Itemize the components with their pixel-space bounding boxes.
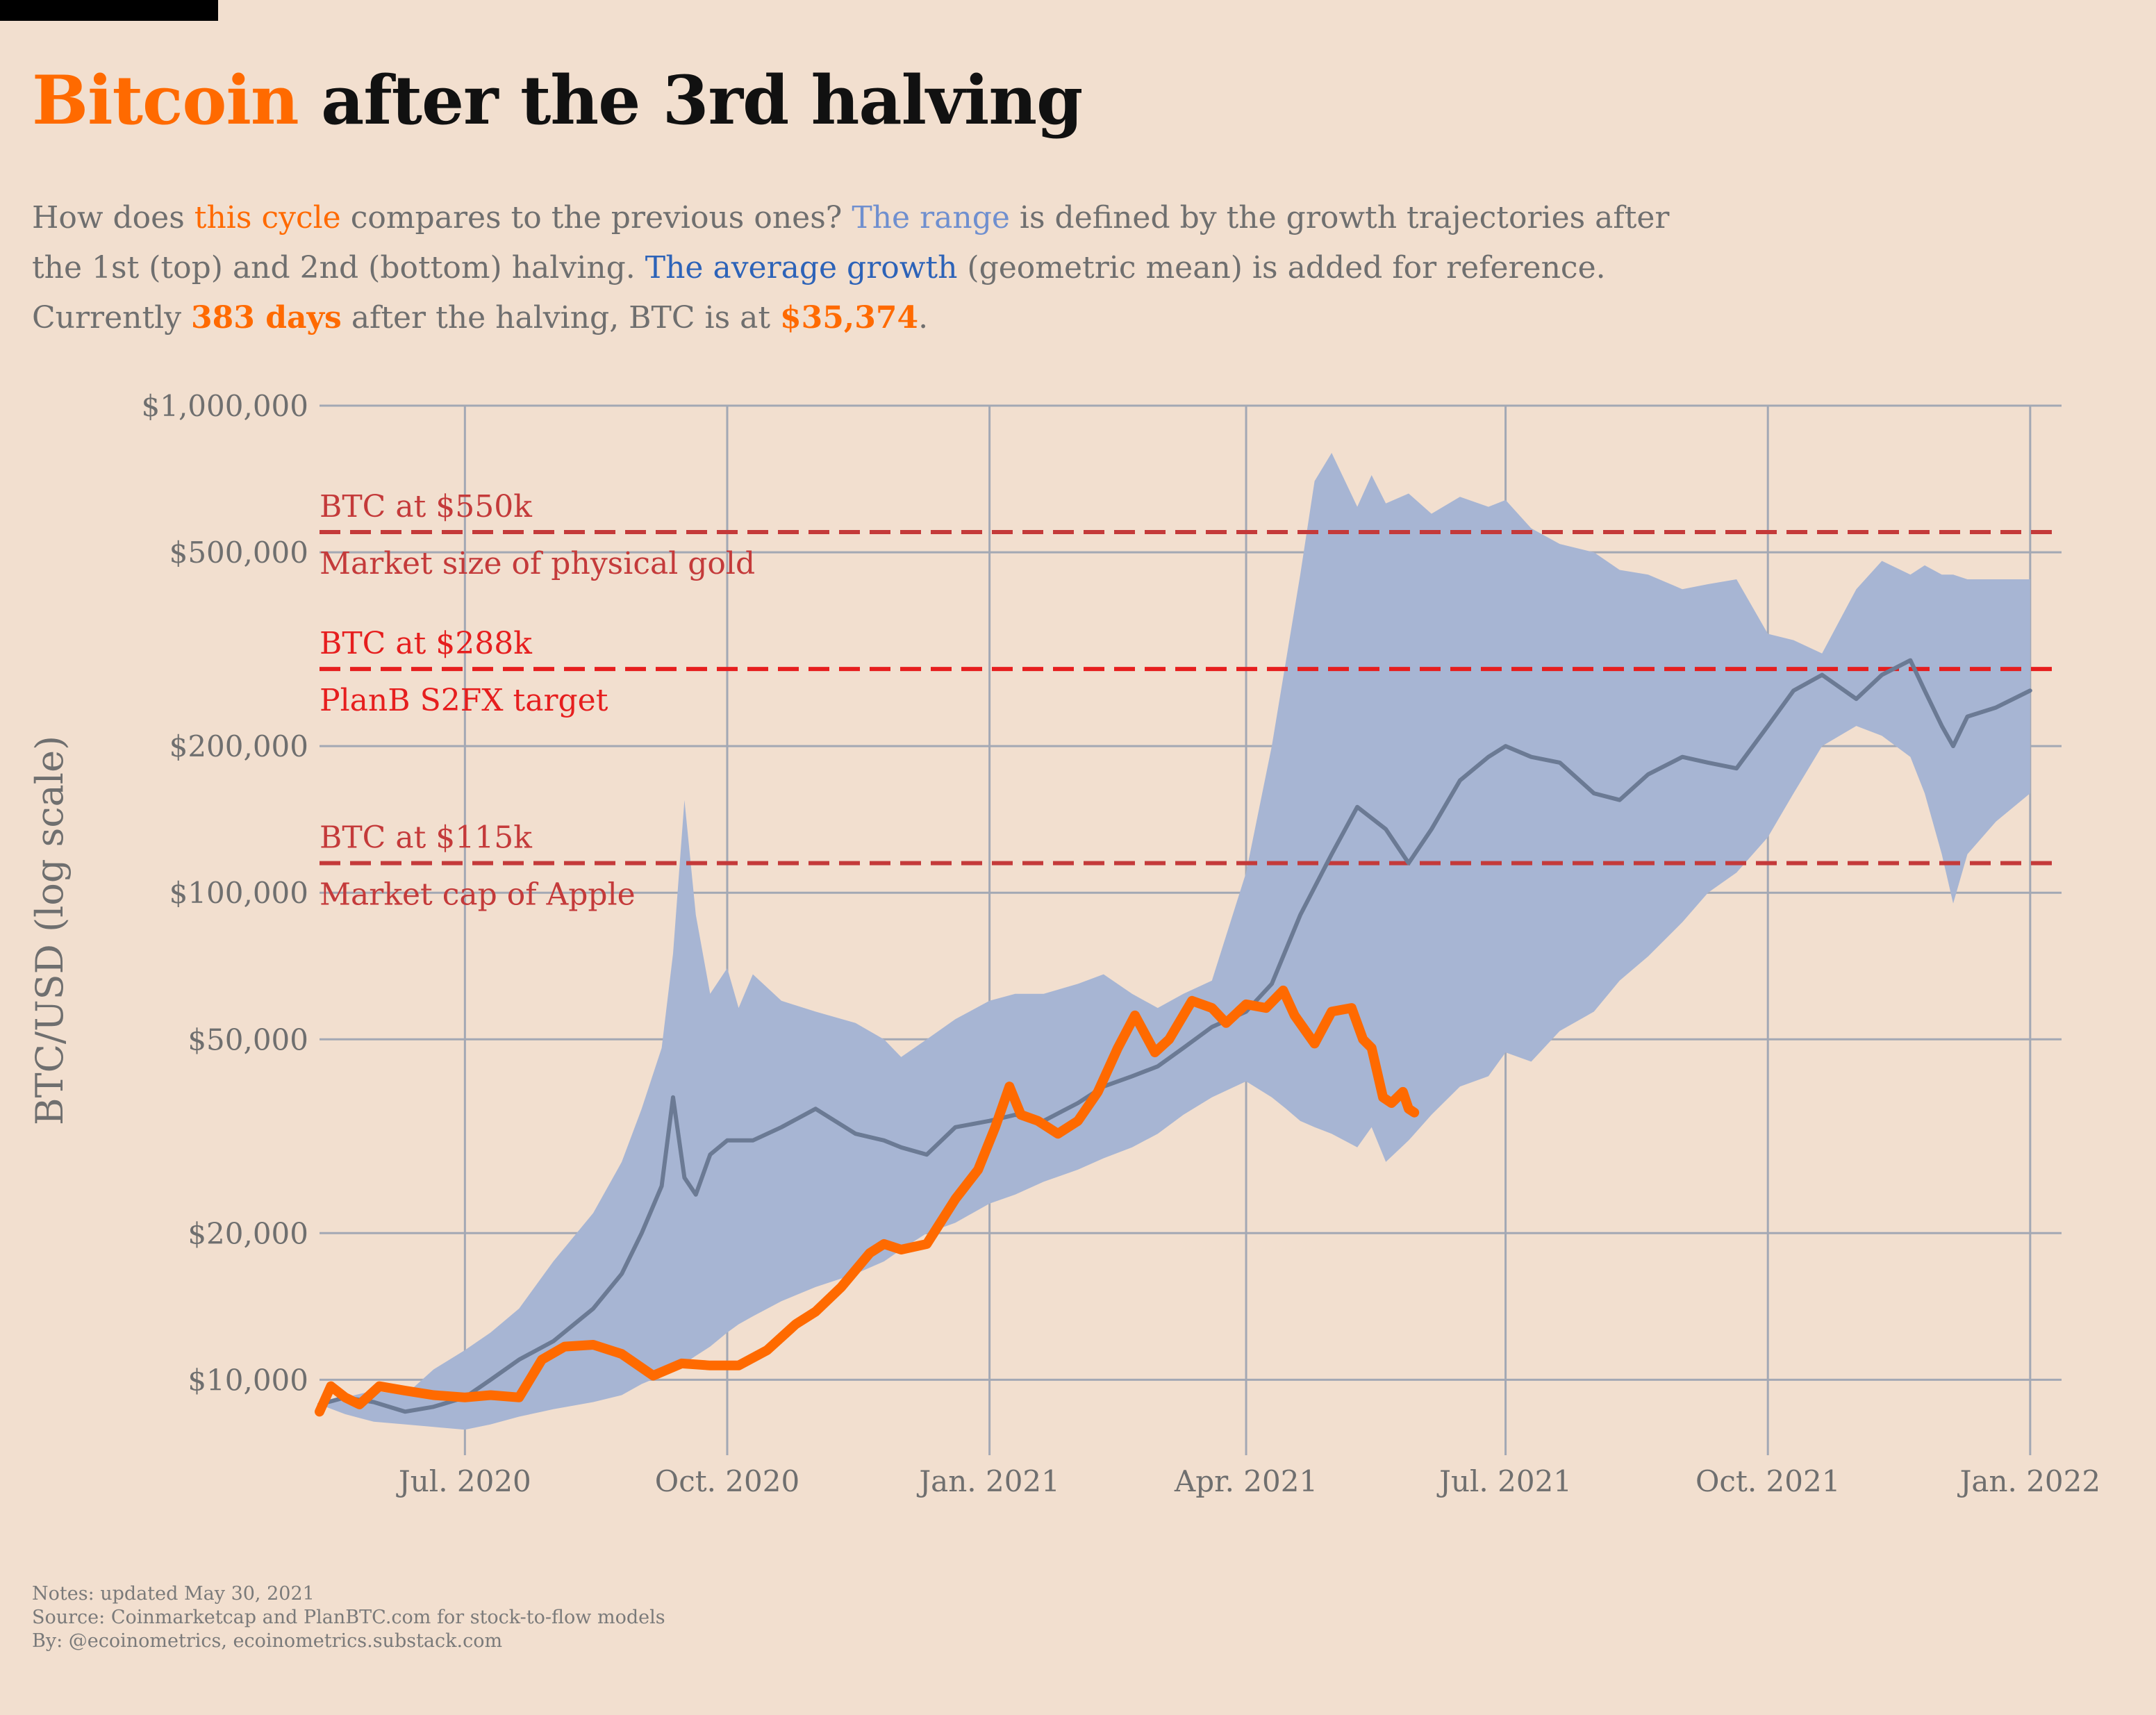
average-growth-line bbox=[317, 658, 2032, 1414]
subtitle-text: (geometric mean) is added for reference. bbox=[957, 250, 1606, 285]
chart-subtitle: How does this cycle compares to the prev… bbox=[32, 193, 1768, 343]
axes: $10,000 $20,000 $50,000 $100,000 $200,000 $50… bbox=[28, 389, 2100, 1498]
range-band bbox=[320, 453, 2030, 1430]
x-tick-label: Jul. 2021 bbox=[1436, 1464, 1572, 1498]
y-tick-label: $100,000 bbox=[169, 876, 308, 910]
x-tick-label: Apr. 2021 bbox=[1174, 1464, 1318, 1498]
page-title: Bitcoin after the 3rd halving bbox=[32, 61, 1083, 140]
subtitle-this-cycle: this cycle bbox=[194, 200, 341, 235]
y-tick-label: $1,000,000 bbox=[142, 389, 308, 423]
y-axis-label: BTC/USD (log scale) bbox=[28, 736, 72, 1125]
reference-label-bottom: Market cap of Apple bbox=[320, 877, 636, 913]
subtitle-text: is defined by the growth trajectories af… bbox=[1009, 200, 1670, 235]
subtitle-price: $35,374 bbox=[780, 300, 919, 335]
reference-lines: BTC at $550k Market size of physical gold… bbox=[320, 489, 2062, 913]
subtitle-text: . bbox=[918, 300, 929, 335]
subtitle-average-growth: The average growth bbox=[645, 250, 958, 285]
x-tick-label: Oct. 2021 bbox=[1695, 1464, 1840, 1498]
subtitle-text: compares to the previous ones? bbox=[340, 200, 852, 235]
y-tick-label: $500,000 bbox=[169, 536, 308, 570]
subtitle-text: Currently bbox=[32, 300, 192, 335]
series-lines bbox=[315, 658, 2032, 1417]
subtitle-range: The range bbox=[852, 200, 1010, 235]
top-black-bar bbox=[0, 0, 218, 21]
note-by: By: @ecoinometrics, ecoinometrics.substa… bbox=[32, 1630, 503, 1652]
x-tick-label: Jan. 2021 bbox=[916, 1464, 1060, 1498]
reference-label-top: BTC at $288k bbox=[320, 626, 532, 661]
current-cycle-line bbox=[315, 985, 1420, 1417]
x-tick-label: Jul. 2020 bbox=[396, 1464, 531, 1498]
title-rest: after the 3rd halving bbox=[298, 61, 1083, 140]
note-updated: Notes: updated May 30, 2021 bbox=[32, 1583, 315, 1605]
y-tick-label: $10,000 bbox=[188, 1363, 308, 1397]
footnotes: Notes: updated May 30, 2021 Source: Coin… bbox=[32, 1582, 665, 1653]
reference-label-bottom: PlanB S2FX target bbox=[320, 683, 608, 718]
subtitle-text: How does bbox=[32, 200, 194, 235]
x-tick-label: Jan. 2022 bbox=[1957, 1464, 2101, 1498]
reference-label-top: BTC at $550k bbox=[320, 489, 532, 524]
subtitle-line-3: Currently 383 days after the halving, BT… bbox=[32, 293, 1768, 343]
x-tick-label: Oct. 2020 bbox=[655, 1464, 799, 1498]
subtitle-text: the 1st (top) and 2nd (bottom) halving. bbox=[32, 250, 645, 285]
range-band-area bbox=[320, 453, 2030, 1430]
note-source: Source: Coinmarketcap and PlanBTC.com fo… bbox=[32, 1607, 665, 1628]
reference-label-top: BTC at $115k bbox=[320, 820, 532, 856]
subtitle-text: after the halving, BTC is at bbox=[341, 300, 781, 335]
reference-label-bottom: Market size of physical gold bbox=[320, 546, 755, 581]
subtitle-line-2: the 1st (top) and 2nd (bottom) halving. … bbox=[32, 243, 1768, 293]
y-tick-label: $20,000 bbox=[188, 1216, 308, 1250]
subtitle-line-1: How does this cycle compares to the prev… bbox=[32, 193, 1768, 243]
y-tick-label: $200,000 bbox=[169, 729, 308, 763]
title-accent: Bitcoin bbox=[32, 61, 299, 140]
y-tick-label: $50,000 bbox=[188, 1022, 308, 1057]
subtitle-days: 383 days bbox=[191, 300, 342, 335]
